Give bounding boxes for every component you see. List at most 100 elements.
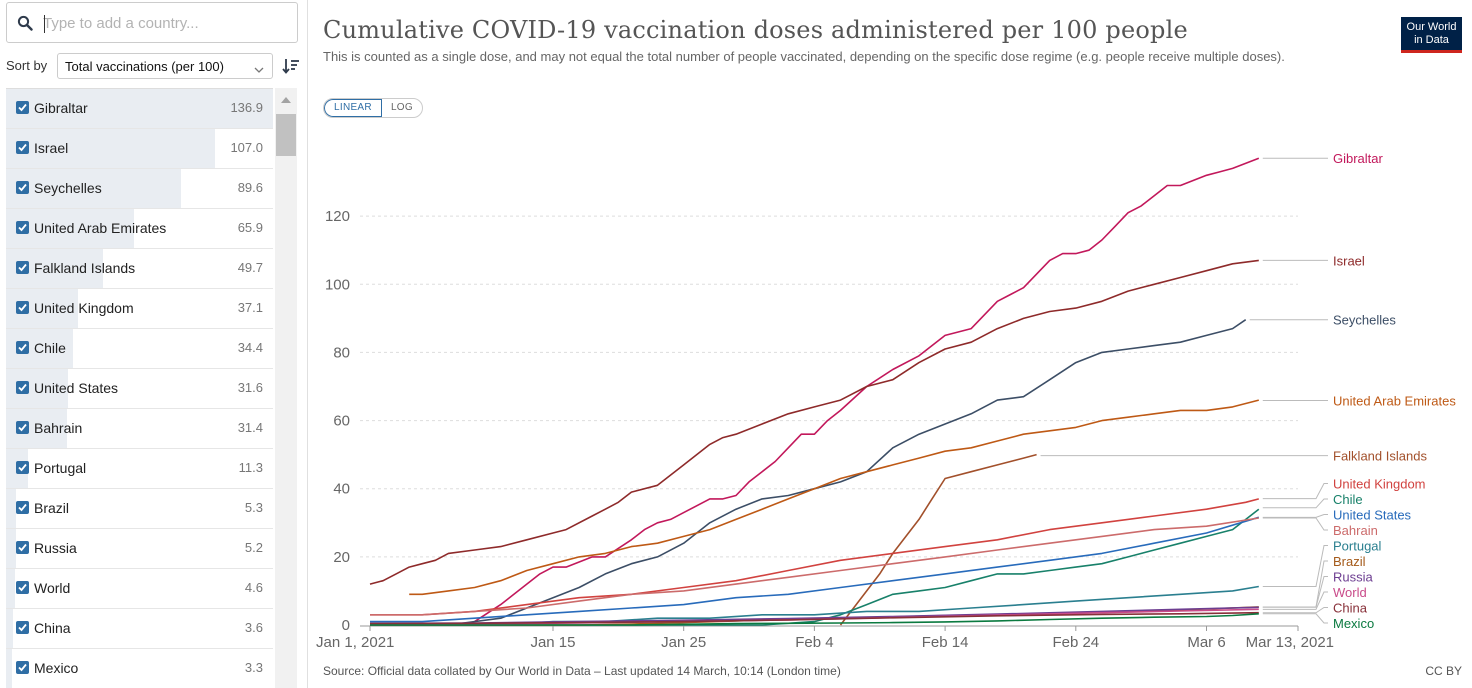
x-tick-label: Feb 14	[922, 634, 969, 651]
series-label: Israel	[1333, 253, 1365, 268]
chevron-down-icon	[254, 62, 264, 73]
country-row[interactable]: Mexico 3.3	[6, 649, 273, 688]
leader-line	[1262, 613, 1328, 624]
license-link[interactable]: CC BY	[1425, 664, 1462, 678]
x-tick-label: Jan 25	[661, 634, 706, 651]
series-line-falkland-islands	[839, 453, 1037, 626]
country-value: 31.6	[237, 380, 263, 395]
country-name: World	[34, 580, 71, 596]
country-value: 5.3	[244, 500, 263, 515]
country-value: 49.7	[237, 260, 263, 275]
country-name: Brazil	[34, 500, 70, 516]
search-box[interactable]	[6, 2, 298, 43]
country-name: Chile	[34, 340, 66, 356]
country-checkbox[interactable]	[16, 141, 29, 154]
series-line-united-arab-emirates	[409, 399, 1260, 596]
country-row[interactable]: China 3.6	[6, 609, 273, 649]
y-tick-label: 120	[325, 208, 350, 225]
country-checkbox[interactable]	[16, 501, 29, 514]
country-row[interactable]: Seychelles 89.6	[6, 169, 273, 209]
series-line-china	[369, 611, 1259, 625]
country-value-bar	[6, 529, 17, 568]
series-line-united-kingdom	[370, 498, 1260, 616]
country-row[interactable]: United Arab Emirates 65.9	[6, 209, 273, 249]
sort-select[interactable]: Total vaccinations (per 100)	[57, 53, 273, 79]
series-line-israel	[369, 259, 1259, 585]
leader-line	[1262, 591, 1328, 610]
y-tick-label: 100	[325, 276, 350, 293]
leader-line	[1262, 545, 1328, 587]
sort-select-value: Total vaccinations (per 100)	[65, 59, 224, 74]
leader-line	[1262, 483, 1328, 500]
leader-line	[1262, 498, 1328, 509]
search-input[interactable]	[43, 11, 293, 35]
country-checkbox[interactable]	[16, 221, 29, 234]
country-checkbox[interactable]	[16, 581, 29, 594]
country-row[interactable]: World 4.6	[6, 569, 273, 609]
series-line-seychelles	[370, 319, 1247, 626]
scrollbar[interactable]	[275, 88, 297, 688]
country-name: United Kingdom	[34, 300, 134, 316]
y-tick-label: 0	[342, 617, 350, 634]
country-row[interactable]: Brazil 5.3	[6, 489, 273, 529]
country-value: 11.3	[238, 460, 263, 475]
text-caret	[44, 15, 45, 33]
x-tick-label: Feb 24	[1052, 634, 1099, 651]
sort-order-icon[interactable]	[282, 57, 300, 75]
log-scale-button[interactable]: LOG	[390, 102, 413, 113]
country-checkbox[interactable]	[16, 421, 29, 434]
country-value-bar	[6, 89, 273, 128]
series-label: Falkland Islands	[1333, 449, 1427, 464]
country-name: Portugal	[34, 460, 87, 476]
owid-logo[interactable]: Our World in Data	[1401, 17, 1462, 53]
country-checkbox[interactable]	[16, 101, 29, 114]
country-checkbox[interactable]	[16, 261, 29, 274]
country-value-bar	[6, 569, 16, 608]
y-tick-label: 20	[333, 549, 350, 566]
country-checkbox[interactable]	[16, 661, 29, 674]
x-tick-label: Mar 6	[1187, 634, 1225, 651]
country-row[interactable]: Portugal 11.3	[6, 449, 273, 489]
series-label: Bahrain	[1333, 523, 1378, 538]
country-value: 4.6	[244, 580, 263, 595]
logo-line-1: Our World	[1406, 21, 1457, 33]
country-value: 5.2	[244, 540, 263, 555]
country-value: 65.9	[237, 220, 263, 235]
leader-line	[1262, 517, 1328, 531]
x-tick-label: Mar 13, 2021	[1246, 634, 1334, 651]
country-list: Gibraltar 136.9 Israel 107.0 Seychelles 89.6 U…	[6, 88, 273, 688]
country-row[interactable]: United States 31.6	[6, 369, 273, 409]
country-checkbox[interactable]	[16, 621, 29, 634]
country-checkbox[interactable]	[16, 341, 29, 354]
country-value-bar	[6, 489, 17, 528]
country-row[interactable]: Israel 107.0	[6, 129, 273, 169]
country-row[interactable]: Bahrain 31.4	[6, 409, 273, 449]
country-row[interactable]: Gibraltar 136.9	[6, 89, 273, 129]
country-row[interactable]: Russia 5.2	[6, 529, 273, 569]
country-value: 31.4	[237, 420, 263, 435]
scroll-thumb[interactable]	[276, 114, 296, 156]
country-row[interactable]: Falkland Islands 49.7	[6, 249, 273, 289]
country-name: Gibraltar	[34, 100, 88, 116]
country-value: 136.9	[230, 100, 263, 115]
series-label: World	[1333, 585, 1367, 600]
y-tick-label: 40	[333, 481, 350, 498]
linear-scale-button[interactable]: LINEAR	[324, 99, 382, 117]
country-value: 107.0	[230, 140, 263, 155]
country-row[interactable]: United Kingdom 37.1	[6, 289, 273, 329]
country-name: Bahrain	[34, 420, 83, 436]
y-tick-label: 80	[333, 344, 350, 361]
country-row[interactable]: Chile 34.4	[6, 329, 273, 369]
country-checkbox[interactable]	[16, 461, 29, 474]
country-checkbox[interactable]	[16, 541, 29, 554]
chart-title: Cumulative COVID-19 vaccination doses ad…	[323, 16, 1188, 44]
country-checkbox[interactable]	[16, 301, 29, 314]
scroll-up-arrow-icon[interactable]	[281, 97, 291, 103]
logo-line-2: in Data	[1414, 34, 1449, 46]
country-value: 3.6	[244, 620, 263, 635]
series-label: Russia	[1333, 570, 1374, 585]
country-checkbox[interactable]	[16, 381, 29, 394]
x-tick-label: Jan 15	[530, 634, 575, 651]
search-icon	[17, 15, 33, 31]
country-checkbox[interactable]	[16, 181, 29, 194]
